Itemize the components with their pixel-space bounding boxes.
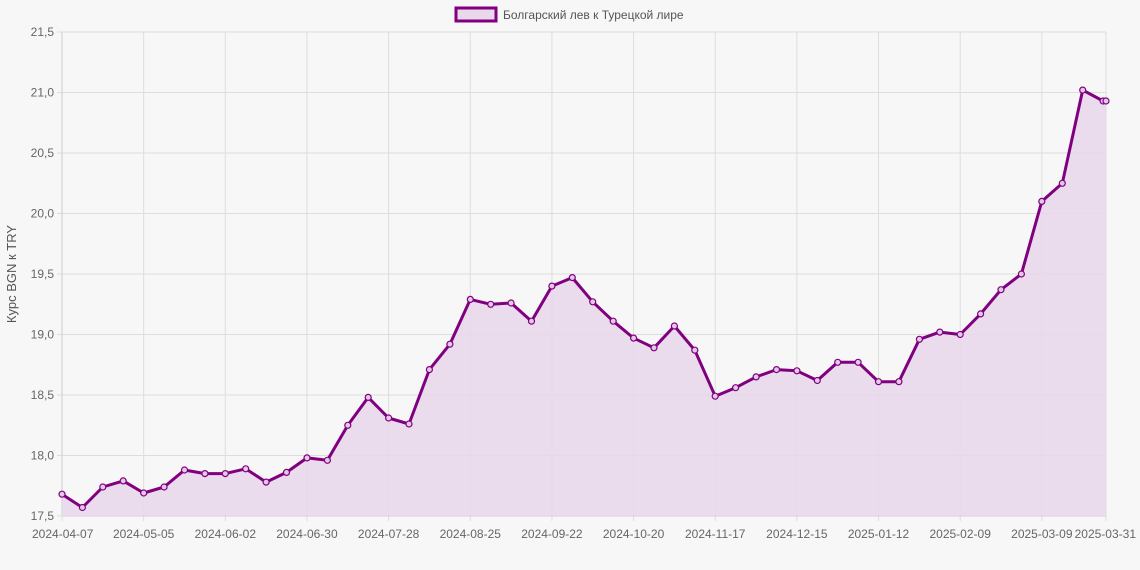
data-point <box>813 376 821 385</box>
data-point <box>282 468 291 476</box>
data-point <box>405 420 413 428</box>
data-point <box>589 298 597 306</box>
data-point <box>834 358 842 366</box>
legend-swatch <box>454 6 498 23</box>
data-point <box>609 317 617 325</box>
x-tick-label: 2024-04-07 <box>32 527 94 541</box>
x-tick-label: 2024-05-05 <box>113 527 175 541</box>
data-point <box>466 295 474 303</box>
data-point <box>1038 197 1046 205</box>
x-tick-label: 2024-09-22 <box>521 527 583 541</box>
x-tick-label: 2024-11-17 <box>685 527 746 541</box>
data-point <box>527 317 536 325</box>
y-tick-label: 18,5 <box>31 388 55 402</box>
y-tick-label: 19,0 <box>31 328 55 342</box>
data-point <box>691 346 699 354</box>
x-tick-label: 2025-03-09 <box>1011 527 1073 541</box>
x-tick-label: 2024-06-30 <box>276 527 338 541</box>
data-point <box>874 378 883 386</box>
data-point <box>119 477 127 485</box>
data-point <box>956 330 964 339</box>
x-tick-label: 2024-12-15 <box>766 527 828 541</box>
data-point <box>997 286 1005 294</box>
data-point <box>446 340 454 348</box>
data-point <box>323 456 331 464</box>
data-point <box>242 465 250 473</box>
x-axis-ticks: 2024-04-07 2024-05-05 2024-06-02 2024-06-30… <box>32 527 1136 541</box>
data-point <box>976 310 985 318</box>
data-point <box>711 392 719 400</box>
x-tick-label: 2025-01-12 <box>848 527 910 541</box>
data-point <box>629 334 638 342</box>
data-point <box>915 335 924 343</box>
x-tick-label: 2024-07-28 <box>358 527 420 541</box>
y-tick-label: 20,0 <box>31 207 55 221</box>
data-point <box>78 503 87 512</box>
data-point <box>99 483 107 491</box>
data-point <box>160 483 168 491</box>
y-tick-label: 21,5 <box>31 25 55 39</box>
points-layer <box>58 86 1110 512</box>
data-point <box>221 470 229 478</box>
data-point <box>262 478 270 486</box>
legend-label: Болгарский лев к Турецкой лире <box>503 8 684 22</box>
data-point <box>140 489 148 497</box>
data-point <box>487 300 495 308</box>
area-layer <box>62 90 1106 516</box>
data-point <box>854 358 862 366</box>
y-tick-label: 20,5 <box>31 146 55 160</box>
x-tick-label: 2025-02-09 <box>929 527 991 541</box>
data-point <box>793 367 801 375</box>
y-tick-label: 19,5 <box>31 267 55 281</box>
data-point <box>731 384 740 392</box>
data-point <box>344 421 352 429</box>
y-axis-title: Курс BGN к TRY <box>4 225 19 323</box>
x-tick-label: 2025-03-31 <box>1075 527 1137 541</box>
data-point <box>385 414 393 422</box>
series-area <box>62 90 1106 516</box>
data-point <box>1058 179 1066 187</box>
data-point <box>1017 270 1026 278</box>
data-point <box>201 470 209 478</box>
data-point <box>670 322 679 330</box>
x-tick-label: 2024-06-02 <box>195 527 257 541</box>
data-point <box>58 490 66 498</box>
y-axis-ticks: 17,5 18,0 18,5 19,0 19,5 20,0 20,5 21,0 21,5 <box>31 25 55 523</box>
data-point <box>180 466 189 474</box>
y-tick-label: 18,0 <box>31 449 55 463</box>
data-point <box>303 454 311 462</box>
data-point <box>936 328 944 336</box>
data-point <box>895 378 903 386</box>
data-point <box>772 366 781 374</box>
y-tick-label: 17,5 <box>31 509 55 523</box>
data-point <box>364 393 372 401</box>
x-tick-label: 2024-10-20 <box>603 527 665 541</box>
data-point <box>1079 86 1087 94</box>
legend[interactable]: Болгарский лев к Турецкой лире <box>454 6 684 23</box>
x-tick-label: 2024-08-25 <box>440 527 502 541</box>
data-point <box>1102 97 1110 105</box>
y-tick-label: 21,0 <box>31 86 55 100</box>
data-point <box>507 299 515 307</box>
data-point <box>650 344 658 352</box>
data-point <box>752 373 760 381</box>
data-point <box>425 366 433 374</box>
data-point <box>568 274 576 282</box>
data-point <box>548 282 556 290</box>
